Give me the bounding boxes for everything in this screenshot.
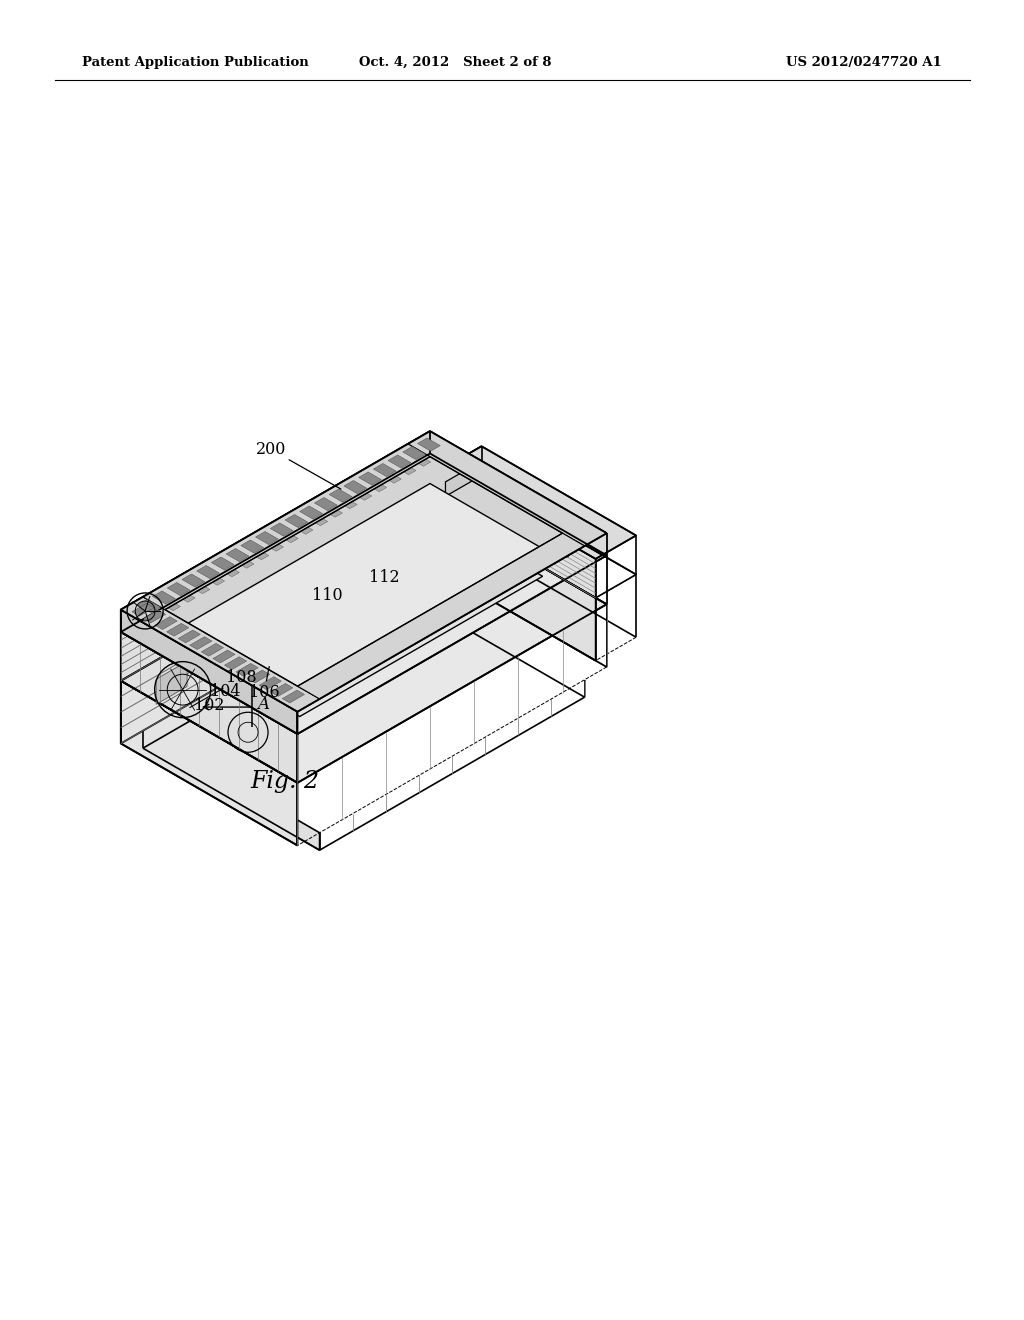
Polygon shape xyxy=(418,438,440,451)
Polygon shape xyxy=(185,510,428,672)
Polygon shape xyxy=(377,533,408,577)
Text: 102: 102 xyxy=(194,697,224,714)
Polygon shape xyxy=(240,560,254,568)
Text: A: A xyxy=(257,696,269,713)
Polygon shape xyxy=(270,684,293,696)
Polygon shape xyxy=(241,540,263,553)
Polygon shape xyxy=(387,475,401,483)
Polygon shape xyxy=(121,454,606,734)
Polygon shape xyxy=(143,731,319,850)
Polygon shape xyxy=(196,586,210,594)
Polygon shape xyxy=(153,591,175,605)
Polygon shape xyxy=(283,690,304,704)
Polygon shape xyxy=(121,432,606,711)
Polygon shape xyxy=(441,486,481,572)
Polygon shape xyxy=(358,473,381,486)
Polygon shape xyxy=(388,455,411,469)
Polygon shape xyxy=(402,446,426,459)
Polygon shape xyxy=(299,527,313,535)
Polygon shape xyxy=(441,508,596,660)
Polygon shape xyxy=(236,664,258,676)
Text: Patent Application Publication: Patent Application Publication xyxy=(82,55,309,69)
Polygon shape xyxy=(269,543,284,552)
Polygon shape xyxy=(178,630,201,643)
Polygon shape xyxy=(357,492,372,500)
Polygon shape xyxy=(121,597,319,711)
Polygon shape xyxy=(333,560,364,602)
Polygon shape xyxy=(441,446,636,558)
Text: 112: 112 xyxy=(370,569,400,586)
Text: Oct. 4, 2012   Sheet 2 of 8: Oct. 4, 2012 Sheet 2 of 8 xyxy=(358,55,551,69)
Polygon shape xyxy=(289,585,319,628)
Polygon shape xyxy=(256,532,279,545)
Polygon shape xyxy=(155,616,177,630)
Polygon shape xyxy=(189,636,212,649)
Polygon shape xyxy=(121,632,298,783)
Polygon shape xyxy=(143,444,430,610)
Polygon shape xyxy=(446,512,476,550)
Polygon shape xyxy=(441,446,481,508)
Polygon shape xyxy=(245,610,275,653)
Polygon shape xyxy=(121,681,298,846)
Polygon shape xyxy=(298,533,585,698)
Polygon shape xyxy=(211,577,224,585)
Text: 200: 200 xyxy=(256,441,341,490)
Polygon shape xyxy=(138,599,161,612)
Polygon shape xyxy=(181,594,196,602)
Polygon shape xyxy=(408,432,606,546)
Polygon shape xyxy=(143,578,408,748)
Polygon shape xyxy=(213,649,236,663)
Polygon shape xyxy=(270,523,293,536)
Polygon shape xyxy=(197,565,219,578)
Polygon shape xyxy=(167,603,180,611)
Text: 104: 104 xyxy=(210,684,241,701)
Text: US 2012/0247720 A1: US 2012/0247720 A1 xyxy=(786,55,942,69)
Polygon shape xyxy=(374,463,396,477)
Polygon shape xyxy=(225,569,240,577)
Text: 106: 106 xyxy=(249,667,280,701)
Polygon shape xyxy=(121,503,430,743)
Polygon shape xyxy=(182,574,205,587)
Polygon shape xyxy=(121,432,430,632)
Polygon shape xyxy=(121,454,430,681)
Polygon shape xyxy=(177,483,551,700)
Polygon shape xyxy=(132,603,155,616)
Polygon shape xyxy=(185,510,543,717)
Polygon shape xyxy=(300,506,323,519)
Polygon shape xyxy=(121,610,298,734)
Polygon shape xyxy=(248,671,269,682)
Text: 108: 108 xyxy=(226,669,257,686)
Polygon shape xyxy=(211,557,234,570)
Polygon shape xyxy=(329,510,342,517)
Text: 110: 110 xyxy=(312,586,343,603)
Polygon shape xyxy=(285,535,298,543)
Text: Fig. 2: Fig. 2 xyxy=(250,770,319,793)
Polygon shape xyxy=(314,498,337,511)
Polygon shape xyxy=(226,549,249,561)
Polygon shape xyxy=(373,483,387,492)
Polygon shape xyxy=(441,470,596,598)
Polygon shape xyxy=(202,643,223,656)
Polygon shape xyxy=(157,661,187,705)
Polygon shape xyxy=(402,467,416,475)
Polygon shape xyxy=(143,610,166,623)
Polygon shape xyxy=(445,463,477,496)
Polygon shape xyxy=(201,636,231,678)
Polygon shape xyxy=(417,458,431,466)
Polygon shape xyxy=(121,503,606,783)
Polygon shape xyxy=(224,657,247,669)
Polygon shape xyxy=(167,582,190,595)
Polygon shape xyxy=(259,677,282,689)
Polygon shape xyxy=(285,515,308,528)
Polygon shape xyxy=(255,552,268,560)
Polygon shape xyxy=(329,488,352,502)
Polygon shape xyxy=(167,623,188,636)
Polygon shape xyxy=(344,480,367,494)
Polygon shape xyxy=(343,500,357,508)
Polygon shape xyxy=(313,517,328,525)
